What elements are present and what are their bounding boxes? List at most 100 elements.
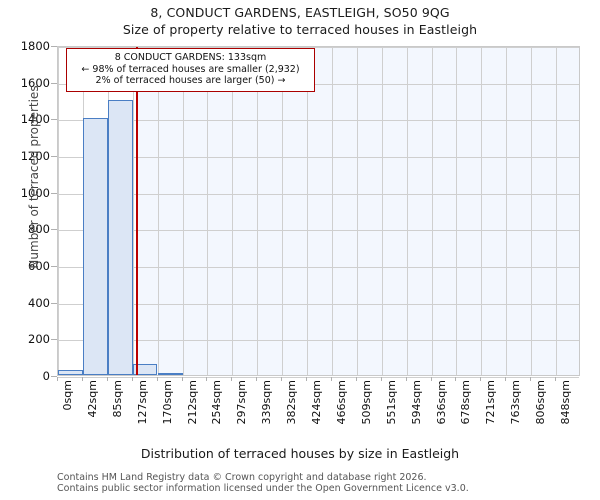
y-axis-tick-mark [51,82,57,84]
x-axis-tick-label: 0sqm [61,380,74,411]
y-axis-tick-label: 400 [28,295,50,310]
x-axis-tick-mark [455,377,457,381]
gridline-horizontal [58,120,579,122]
x-axis-tick-mark [355,377,357,381]
x-axis-tick-mark [430,377,432,381]
y-axis-tick-mark [51,46,57,47]
page-title: 8, CONDUCT GARDENS, EASTLEIGH, SO50 9QG [150,5,450,20]
y-axis-labels: 0 200 400 600 800 1000 1200 1400 1600 1800 [0,39,600,383]
x-axis-tick-mark [555,377,557,381]
y-axis-tick-mark [51,376,57,377]
gridline-vertical [207,47,209,375]
histogram-bar [82,118,108,375]
x-axis-tick-label: 382sqm [285,380,299,425]
x-axis-tick-label: 339sqm [260,380,274,425]
gridline-vertical [431,47,433,375]
gridline-vertical [232,47,234,375]
gridline-horizontal [58,193,579,195]
gridline-vertical [307,47,309,375]
x-axis-tick-mark [530,377,532,381]
x-axis-tick-label: 721sqm [484,380,498,425]
x-axis-tick-label: 594sqm [409,380,423,425]
gridline-horizontal [58,377,579,378]
x-axis-tick-label: 636sqm [434,380,448,425]
x-axis-tick-mark [156,377,158,381]
gridline-horizontal [58,47,579,48]
gridline-vertical [531,47,533,375]
gridline-vertical [506,47,508,375]
gridline-vertical [356,47,358,375]
x-axis-tick-mark [57,377,58,381]
x-axis-tick-label: 678sqm [459,380,473,425]
y-axis-tick-mark [51,156,57,157]
plot-area [57,46,580,378]
gridline-vertical [58,47,59,375]
x-axis-tick-mark [330,377,332,381]
y-axis-tick-mark [51,266,57,267]
footer-line-1: Contains HM Land Registry data © Crown c… [57,472,427,483]
x-axis-tick-label: 466sqm [334,380,348,425]
x-axis-tick-mark [81,377,83,381]
annotation-line-2: ← 98% of terraced houses are smaller (2,… [81,63,300,75]
gridline-vertical [157,47,159,375]
gridline-vertical [282,47,284,375]
gridline-horizontal [58,340,579,342]
gridline-horizontal [58,303,579,305]
gridline-horizontal [58,157,579,158]
x-axis-tick-mark [131,377,133,381]
chart-subtitle: Size of property relative to terraced ho… [122,22,478,37]
gridline-vertical [331,47,333,375]
x-axis-tick-mark [306,377,308,381]
x-axis-labels: 0sqm 42sqm 85sqm 127sqm 170sqm 212sqm 254sqm 29… [57,380,580,442]
chart-title-block: 8, CONDUCT GARDENS, EASTLEIGH, SO50 9QG … [0,0,600,37]
x-axis-tick-label: 85sqm [110,380,124,418]
annotation-line-1: 8 CONDUCT GARDENS: 133sqm [114,52,267,63]
x-axis-tick-mark [181,377,183,381]
gridline-vertical [481,47,483,375]
y-axis-tick-label: 600 [28,259,50,273]
x-axis-tick-label: 509sqm [359,380,373,425]
x-axis-tick-label: 763sqm [509,380,523,425]
gridline-vertical [456,47,458,375]
histogram-bar [132,364,158,375]
x-axis-tick-mark [380,377,382,381]
footer-line-2: Contains public sector information licen… [57,483,469,494]
gridline-horizontal [58,267,579,268]
y-axis-tick-mark [51,302,57,304]
x-axis-tick-mark [106,377,108,381]
y-axis-tick-mark [51,339,57,341]
histogram-bar [157,373,183,375]
y-axis-tick-mark [51,229,57,231]
property-annotation-box: 8 CONDUCT GARDENS: 133sqm ← 98% of terra… [66,48,315,92]
gridline-vertical [132,47,134,375]
footer-attribution: Contains HM Land Registry data © Crown c… [57,472,597,494]
gridline-horizontal [58,83,579,85]
x-axis-tick-label: 806sqm [534,380,548,425]
y-axis-tick-label: 0 [42,369,50,383]
x-axis-tick-label: 170sqm [160,380,174,425]
y-axis-tick-label: 800 [28,222,50,237]
y-axis-tick-label: 1200 [20,149,50,163]
gridline-vertical [556,47,558,375]
x-axis-tick-label: 254sqm [210,380,224,425]
y-axis-tick-label: 1000 [20,185,50,200]
x-axis-tick-mark [256,377,258,381]
x-axis-tick-label: 424sqm [310,380,324,425]
y-axis-tick-label: 1400 [20,112,50,127]
x-axis-tick-label: 127sqm [135,380,149,425]
x-axis-tick-label: 551sqm [384,380,398,425]
x-axis-tick-label: 848sqm [559,380,573,425]
y-axis-tick-label: 1800 [20,39,50,53]
histogram-bars [58,47,579,375]
x-axis-tick-mark [505,377,507,381]
x-axis-tick-mark [206,377,208,381]
y-axis-tick-label: 200 [28,332,50,347]
gridline-horizontal [58,230,579,232]
gridline-vertical [406,47,408,375]
annotation-line-3: 2% of terraced houses are larger (50) → [95,75,286,86]
x-axis-tick-mark [405,377,407,381]
y-axis-tick-label: 1600 [20,75,50,90]
y-axis-tick-mark [51,192,57,194]
histogram-bar [107,100,133,375]
